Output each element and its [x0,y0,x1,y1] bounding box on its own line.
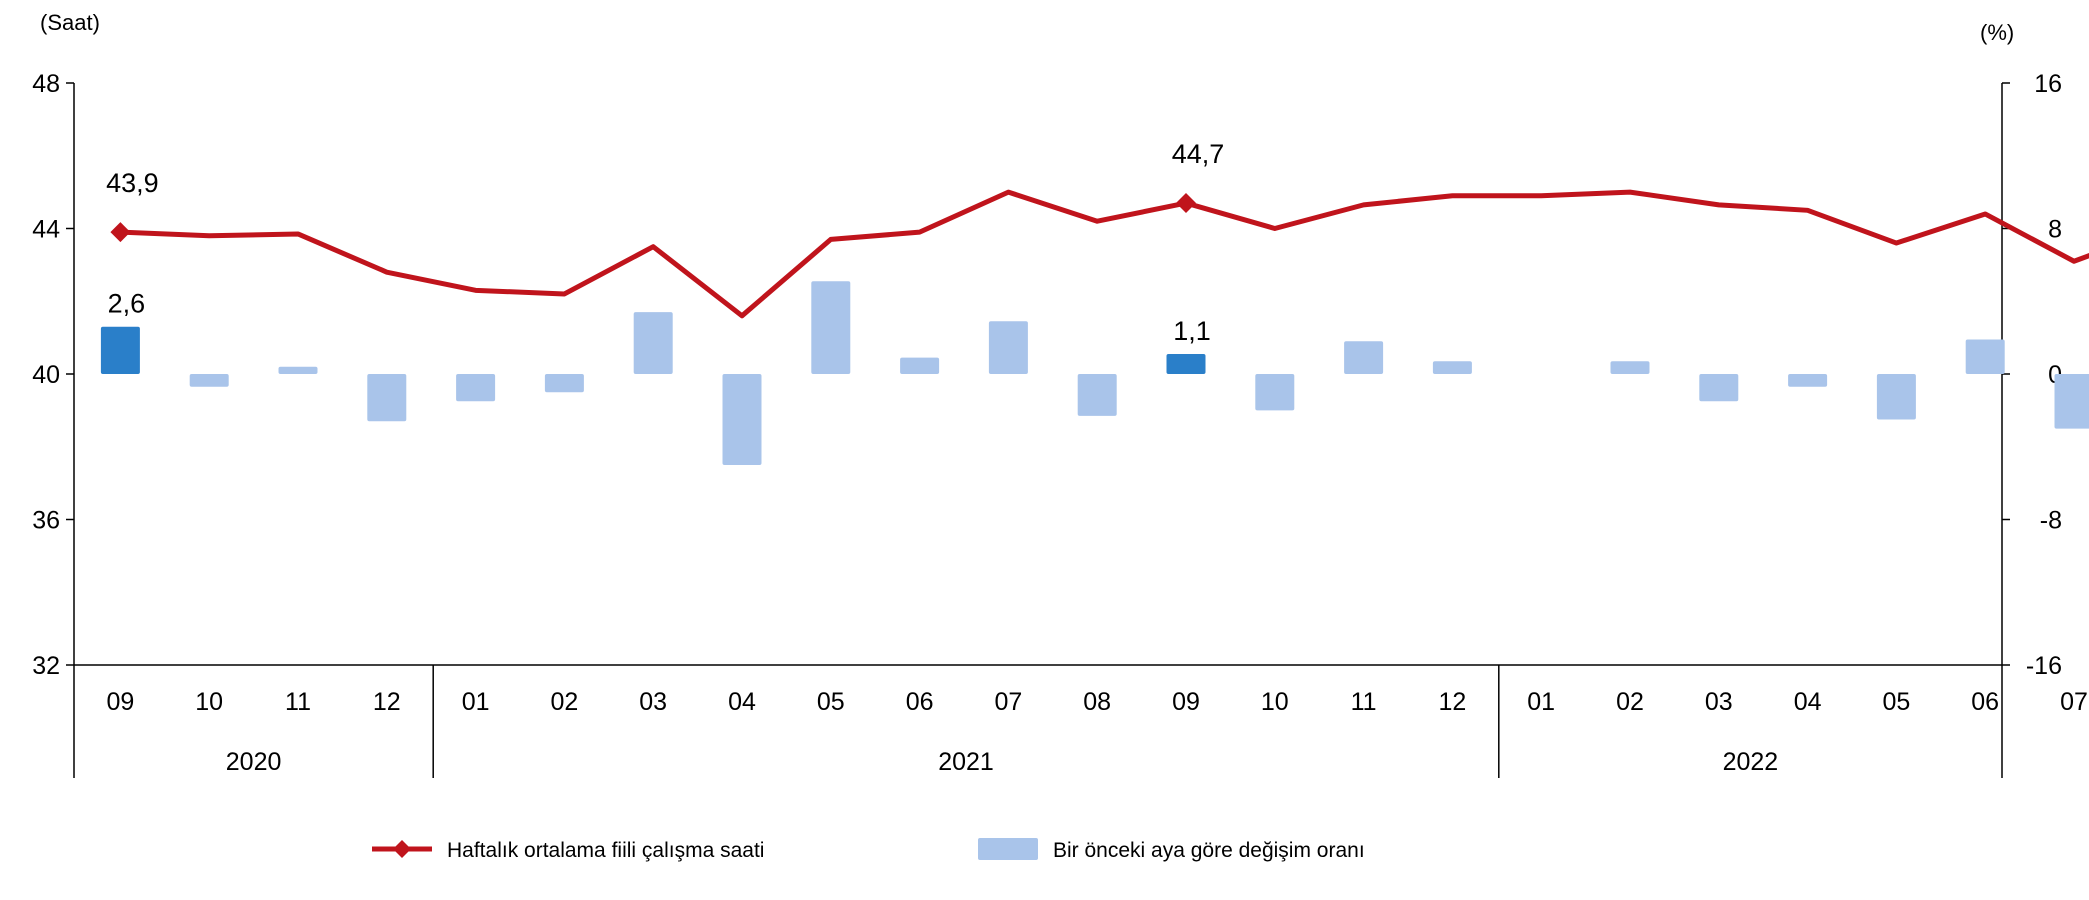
x-axis-tick-label: 12 [373,688,401,716]
x-axis-tick-label: 01 [1527,688,1555,716]
right-axis-unit-label: (%) [1980,20,2014,45]
right-axis-tick-label: -8 [2040,507,2062,535]
legend-line-label: Haftalık ortalama fiili çalışma saati [447,839,764,862]
x-axis-tick-label: 12 [1438,688,1466,716]
x-axis-year-label: 2022 [1723,748,1779,776]
bar [367,374,407,422]
x-axis-tick-label: 02 [550,688,578,716]
right-axis-tick-label: 8 [2048,216,2062,244]
legend-line-marker [393,840,411,858]
bar [1344,341,1384,374]
bar [1965,339,2005,374]
x-axis-year-label: 2020 [226,748,282,776]
x-axis-tick-label: 05 [1882,688,1910,716]
bar-data-label: 2,6 [108,289,146,319]
bar [811,281,851,374]
x-axis-tick-label: 10 [1261,688,1289,716]
bar [633,312,673,374]
line-data-label: 44,7 [1172,139,1225,169]
x-axis-tick-label: 07 [2060,688,2088,716]
left-axis-tick-label: 48 [32,70,60,98]
bar [544,374,584,393]
left-axis-tick-label: 44 [32,216,60,244]
x-axis-tick-label: 04 [728,688,756,716]
bar [1255,374,1295,411]
bar-series [100,281,2089,465]
x-axis-tick-label: 04 [1794,688,1822,716]
left-axis-tick-label: 36 [32,507,60,535]
bar [100,326,140,374]
line-series [110,189,2089,319]
bar [988,321,1028,374]
bar [1876,374,1916,420]
left-axis-tick-label: 32 [32,652,60,680]
bar-data-label: 1,1 [1173,316,1211,346]
bar [1166,353,1206,374]
line-marker [110,222,131,243]
x-axis-tick-label: 06 [1971,688,1999,716]
bar [1699,374,1739,402]
x-axis-tick-label: 10 [195,688,223,716]
data-labels: 43,944,744,044,02,61,12,10,0 [106,139,1225,346]
bar [456,374,496,402]
line-data-label: 43,9 [106,168,159,198]
x-axis-tick-label: 01 [462,688,490,716]
bar [278,366,318,374]
bar [1610,361,1650,374]
x-axis-tick-label: 03 [1705,688,1733,716]
bar [900,357,940,374]
right-axis-tick-label: 16 [2034,70,2062,98]
bar [1432,361,1472,374]
x-axis-tick-label: 11 [285,688,311,716]
x-axis-tick-label: 11 [1351,688,1377,716]
legend-bar-swatch [978,838,1038,860]
x-axis-tick-label: 05 [817,688,845,716]
line-path [120,189,2089,319]
bar [1788,374,1828,387]
x-axis-tick-label: 08 [1083,688,1111,716]
legend-bar-label: Bir önceki aya göre değişim oranı [1053,839,1365,862]
right-axis-tick-label: -16 [2026,652,2062,680]
x-axis-tick-label: 03 [639,688,667,716]
left-axis-unit-label: (Saat) [40,10,100,35]
x-axis-tick-label: 07 [994,688,1022,716]
legend: Haftalık ortalama fiili çalışma saati Bir… [372,838,1365,862]
line-marker [1176,193,1196,214]
left-axis-tick-label: 40 [32,361,60,389]
x-axis-tick-label: 06 [906,688,934,716]
x-axis-tick-label: 09 [106,688,134,716]
bar [2054,374,2089,429]
x-axis-year-label: 2021 [938,748,994,776]
bar [189,374,229,387]
bar [1077,374,1117,416]
x-axis-tick-label: 09 [1172,688,1200,716]
axes: 32 36 40 44 48 (Saat) -16 -8 08 16 (%) 09 10 11 12 01 02… [32,10,2088,778]
x-axis-tick-label: 02 [1616,688,1644,716]
bar [722,374,762,465]
